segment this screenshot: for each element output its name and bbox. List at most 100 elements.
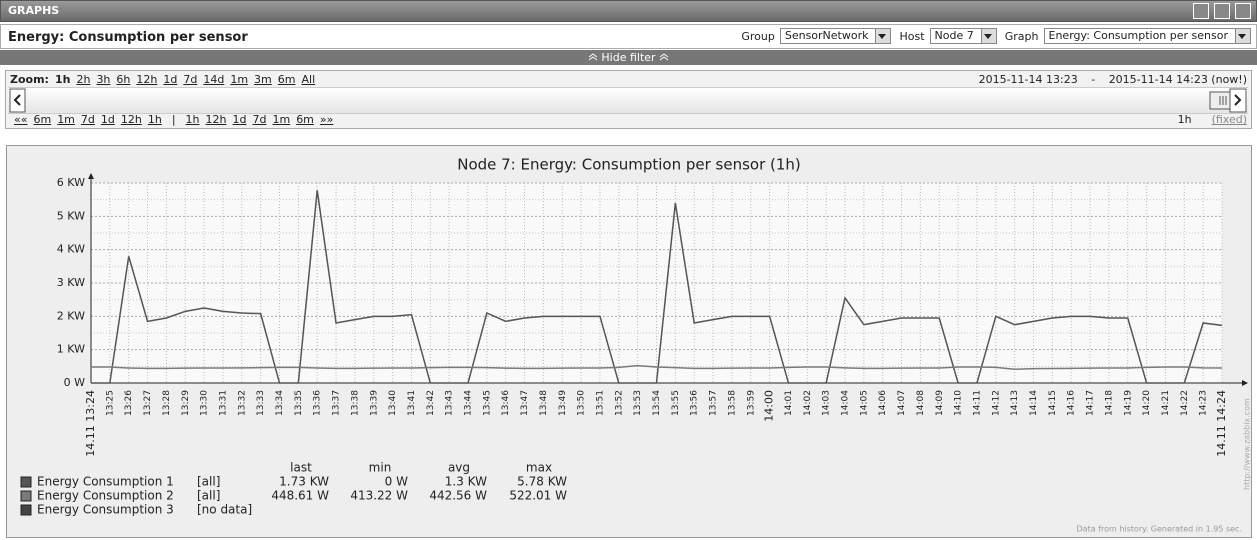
watermark: http://www.zabbix.com <box>1243 398 1252 490</box>
nav-forward[interactable]: 1m <box>272 113 291 126</box>
y-tick-label: 6 KW <box>57 176 85 189</box>
collapse-button[interactable] <box>1193 3 1209 19</box>
legend-swatch <box>20 476 32 488</box>
zoom-option[interactable]: 14d <box>203 73 225 86</box>
fullscreen-button[interactable] <box>1235 3 1251 19</box>
x-tick-label: 13:49 <box>558 390 568 416</box>
filter-select[interactable]: SensorNetwork <box>779 28 892 44</box>
nav-forward[interactable]: 6m <box>296 113 314 126</box>
x-tick-label: 14:04 <box>841 390 851 416</box>
x-tick-label: 13:31 <box>218 390 228 416</box>
zoom-option[interactable]: 3h <box>96 73 111 86</box>
period-to: 2015-11-14 14:23 (now!) <box>1108 73 1247 86</box>
zoom-option[interactable]: 2h <box>76 73 91 86</box>
x-tick-label: 14:11 <box>972 390 982 416</box>
x-tick-label: 14:19 <box>1123 390 1133 416</box>
nav-back[interactable]: 1d <box>100 113 115 126</box>
x-tick-label: 13:30 <box>200 390 210 416</box>
zoom-option[interactable]: 1m <box>230 73 249 86</box>
x-tick-label: 13:38 <box>350 390 360 416</box>
x-tick-label: 13:51 <box>595 390 605 416</box>
y-axis-arrow <box>88 173 94 179</box>
x-tick-label: 13:53 <box>633 390 643 416</box>
x-tick-label: 14.11 13:24 <box>84 390 97 457</box>
zoom-option[interactable]: All <box>301 73 316 86</box>
x-tick-label: 14:10 <box>954 390 964 416</box>
x-tick-label: 14:23 <box>1199 390 1209 416</box>
x-tick-label: 13:39 <box>369 390 379 416</box>
page-title: Energy: Consumption per sensor <box>8 30 248 45</box>
zoom-option[interactable]: 3m <box>254 73 272 86</box>
legend-name: Energy Consumption 3 <box>37 503 174 517</box>
period-length: 1h <box>1177 113 1192 126</box>
zoom-option[interactable]: 12h <box>136 73 158 86</box>
x-tick-label: 14:16 <box>1067 390 1077 416</box>
x-tick-label: 13:41 <box>407 390 417 416</box>
chevron-icon <box>588 53 598 61</box>
x-tick-label: 13:28 <box>162 390 172 416</box>
scroll-left[interactable] <box>9 88 26 113</box>
x-tick-label: 13:48 <box>539 390 549 416</box>
x-tick-label: 14:06 <box>878 390 888 416</box>
y-tick-label: 4 KW <box>57 243 85 256</box>
period-separator: - <box>1091 73 1096 86</box>
zoom-option[interactable]: 7d <box>183 73 198 86</box>
header-title: GRAPHS <box>8 4 60 17</box>
x-tick-label: 14:18 <box>1104 390 1114 416</box>
chevron-icon <box>659 53 669 61</box>
x-tick-label: 14:15 <box>1048 390 1058 416</box>
legend-swatch <box>20 490 32 502</box>
legend-name: Energy Consumption 2 <box>37 489 174 503</box>
x-tick-label: 13:33 <box>256 390 266 416</box>
filter-select[interactable]: Node 7 <box>929 28 997 44</box>
legend-stat: 442.56 W <box>429 489 487 503</box>
zoom-option[interactable]: 1h <box>54 73 71 86</box>
x-tick-label: 13:55 <box>671 390 681 416</box>
x-tick-label: 13:32 <box>237 390 247 416</box>
x-tick-label: 13:57 <box>709 390 719 416</box>
x-tick-label: 14:21 <box>1161 390 1171 416</box>
zoom-option[interactable]: 6m <box>277 73 296 86</box>
legend-swatch <box>20 504 32 516</box>
x-tick-label: 13:27 <box>143 390 153 416</box>
refresh-button[interactable] <box>1214 3 1230 19</box>
legend-scope: [all] <box>197 489 220 503</box>
nav-back[interactable]: 6m <box>33 113 52 126</box>
y-tick-label: 2 KW <box>57 309 85 322</box>
x-tick-label: 13:35 <box>294 390 304 416</box>
nav-forward[interactable]: 1d <box>232 113 247 126</box>
filter-label: Graph <box>1004 29 1039 43</box>
nav-forward[interactable]: »» <box>319 113 334 126</box>
legend-stat: 413.22 W <box>350 489 408 503</box>
x-tick-label: 14:22 <box>1180 390 1190 416</box>
x-axis-arrow <box>1242 380 1248 386</box>
x-tick-label: 13:56 <box>690 390 700 416</box>
series-line <box>91 190 1223 384</box>
nav-forward[interactable]: 12h <box>205 113 227 126</box>
zoom-panel: Zoom: 1h 2h 3h 6h 12h 1d 7d 14d 1m 3m 6m All 2015-11… <box>5 70 1252 129</box>
nav-forward[interactable]: 1h <box>185 113 200 126</box>
zoom-option[interactable]: 1d <box>163 73 178 86</box>
nav-row: «« 6m 1m 7d 1d 12h 1h | 1h 12h 1d 7d 1m 6m »» <box>14 113 339 126</box>
filter-select[interactable]: Energy: Consumption per sensor <box>1043 28 1251 44</box>
y-tick-label: 1 KW <box>57 343 85 356</box>
legend-stat: 448.61 W <box>271 489 329 503</box>
x-tick-label: 13:37 <box>332 390 342 416</box>
nav-forward[interactable]: 7d <box>252 113 267 126</box>
nav-back[interactable]: 1m <box>57 113 75 126</box>
x-tick-label: 14:03 <box>822 390 832 416</box>
scrollbar[interactable] <box>8 87 1248 114</box>
hide-filter-label[interactable]: Hide filter <box>601 51 656 64</box>
period-mode[interactable]: (fixed) <box>1211 113 1247 126</box>
nav-back[interactable]: 1h <box>147 113 162 126</box>
zoom-option[interactable]: 6h <box>116 73 131 86</box>
nav-back[interactable]: 12h <box>120 113 142 126</box>
legend-scope: [all] <box>197 475 220 489</box>
x-tick-label: 13:45 <box>482 390 492 416</box>
nav-back[interactable]: 7d <box>80 113 95 126</box>
y-tick-label: 5 KW <box>57 209 85 222</box>
scroll-right[interactable] <box>1229 88 1247 113</box>
hide-filter[interactable]: Hide filter <box>0 50 1257 65</box>
nav-back[interactable]: «« <box>14 113 28 126</box>
